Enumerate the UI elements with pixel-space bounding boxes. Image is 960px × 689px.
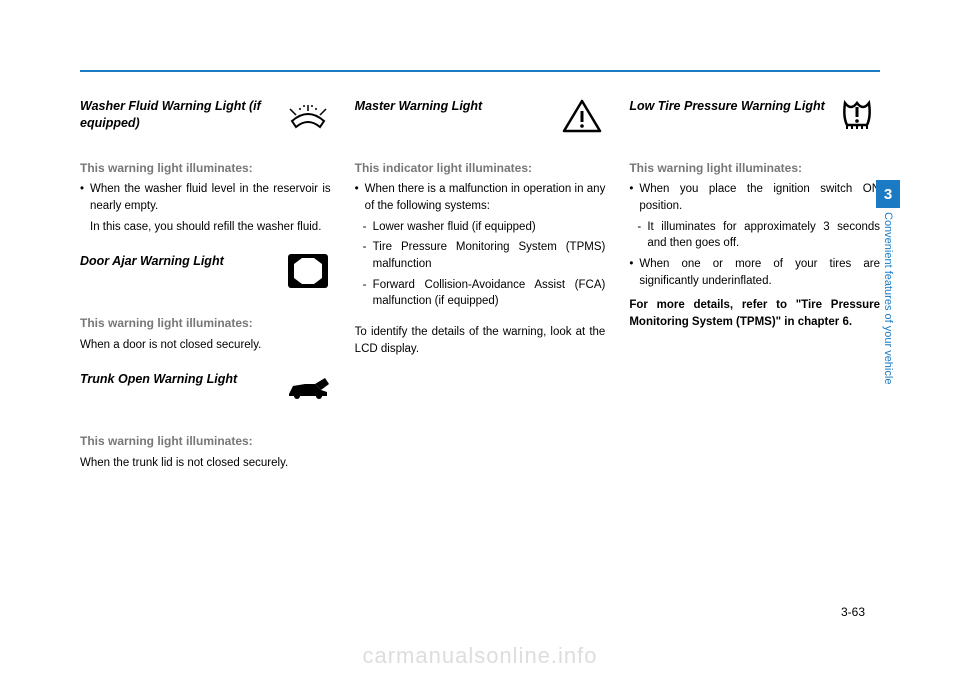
- dash-item: Tire Pressure Monitoring System (TPMS) m…: [355, 239, 606, 272]
- lead-text: This warning light illuminates:: [629, 160, 880, 177]
- tpms-icon: [834, 98, 880, 134]
- dash-item: Lower washer fluid (if equipped): [355, 219, 606, 236]
- bullet: When there is a malfunction in operation…: [355, 181, 606, 214]
- lead-text: This warning light illuminates:: [80, 433, 331, 450]
- watermark: carmanualsonline.info: [0, 643, 960, 669]
- lead-text: This indicator light illuminates:: [355, 160, 606, 177]
- section-head: Low Tire Pressure Warning Light: [629, 98, 880, 140]
- column-2: Master Warning Light This indicator ligh…: [355, 98, 606, 490]
- lead-text: This warning light illuminates:: [80, 315, 331, 332]
- sub-text: In this case, you should refill the wash…: [80, 219, 331, 236]
- bold-para: For more details, refer to "Tire Pressur…: [629, 297, 880, 330]
- bullet: When you place the ignition switch ON po…: [629, 181, 880, 214]
- door-ajar-section: Door Ajar Warning Light This warning lig…: [80, 253, 331, 353]
- trunk-open-section: Trunk Open Warning Light This warning li…: [80, 371, 331, 471]
- columns: Washer Fluid Warning Light (if equipped): [80, 98, 880, 490]
- column-1: Washer Fluid Warning Light (if equipped): [80, 98, 331, 490]
- master-warning-icon: [559, 98, 605, 134]
- section-head: Master Warning Light: [355, 98, 606, 140]
- page-number: 3-63: [841, 605, 865, 619]
- para: When a door is not closed securely.: [80, 337, 331, 354]
- chapter-tab: 3: [876, 180, 900, 208]
- bullet: When one or more of your tires are signi…: [629, 256, 880, 289]
- section-title: Low Tire Pressure Warning Light: [629, 98, 830, 115]
- section-title: Door Ajar Warning Light: [80, 253, 230, 270]
- section-head: Trunk Open Warning Light: [80, 371, 331, 413]
- washer-fluid-section: Washer Fluid Warning Light (if equipped): [80, 98, 331, 235]
- section-title: Master Warning Light: [355, 98, 489, 115]
- door-ajar-icon: [285, 253, 331, 289]
- dash-item: Forward Collision-Avoidance Assist (FCA)…: [355, 277, 606, 310]
- trunk-open-icon: [285, 371, 331, 407]
- section-title: Washer Fluid Warning Light (if equipped): [80, 98, 285, 132]
- page-content: Washer Fluid Warning Light (if equipped): [80, 70, 880, 490]
- para: When the trunk lid is not closed securel…: [80, 455, 331, 472]
- section-title: Trunk Open Warning Light: [80, 371, 243, 388]
- para: To identify the details of the warning, …: [355, 324, 606, 357]
- bullet: When the washer fluid level in the reser…: [80, 181, 331, 214]
- tpms-section: Low Tire Pressure Warning Light: [629, 98, 880, 331]
- washer-fluid-icon: [285, 98, 331, 134]
- master-warning-section: Master Warning Light This indicator ligh…: [355, 98, 606, 357]
- side-label: Convenient features of your vehicle: [876, 212, 900, 472]
- section-head: Door Ajar Warning Light: [80, 253, 331, 295]
- column-3: Low Tire Pressure Warning Light: [629, 98, 880, 490]
- section-head: Washer Fluid Warning Light (if equipped): [80, 98, 331, 140]
- dash-item: It illuminates for approximately 3 secon…: [629, 219, 880, 252]
- lead-text: This warning light illuminates:: [80, 160, 331, 177]
